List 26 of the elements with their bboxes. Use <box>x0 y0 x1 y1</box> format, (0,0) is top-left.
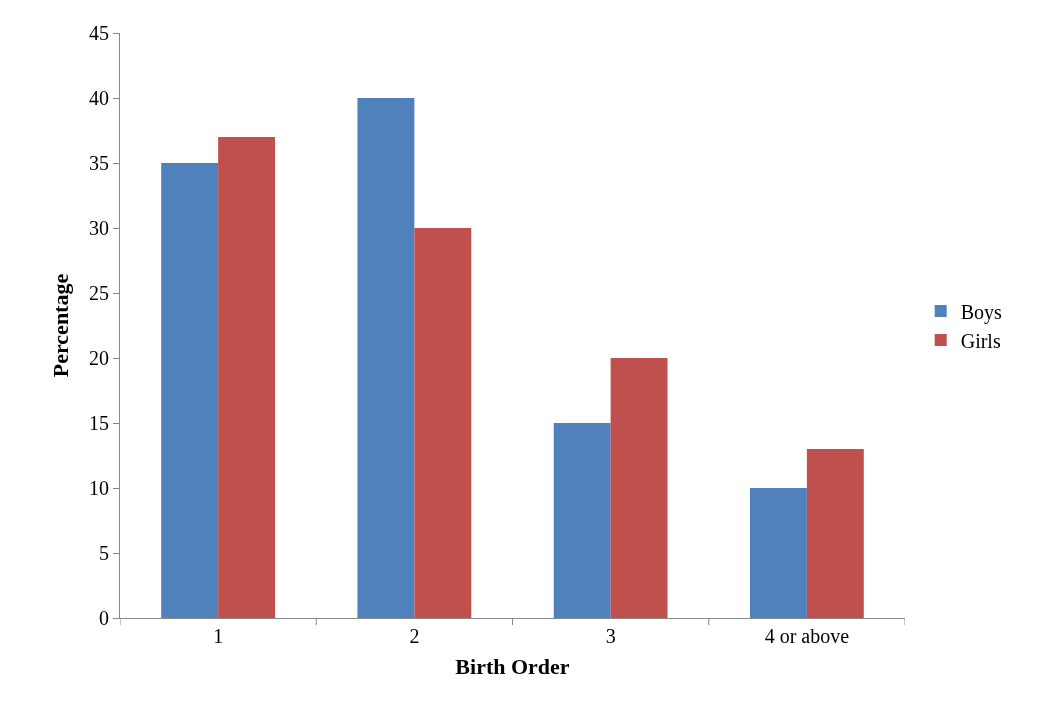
y-tick-label: 0 <box>99 607 109 629</box>
bar <box>553 423 611 618</box>
x-axis-title: Birth Order <box>455 653 570 679</box>
legend-label: Girls <box>960 329 1001 352</box>
bar <box>218 137 276 618</box>
y-tick-label: 45 <box>89 22 109 44</box>
y-tick-label: 10 <box>89 477 109 499</box>
x-tick-label: 4 or above <box>764 625 850 647</box>
bar <box>610 358 668 618</box>
legend-label: Boys <box>960 300 1003 324</box>
y-tick-label: 20 <box>89 347 109 369</box>
y-tick-label: 5 <box>99 542 109 564</box>
bar <box>414 228 472 618</box>
y-tick-label: 15 <box>89 412 109 434</box>
x-tick-label: 3 <box>605 625 616 647</box>
y-tick-label: 40 <box>89 87 109 109</box>
bar <box>749 488 807 618</box>
y-tick-label: 30 <box>89 217 109 239</box>
y-axis-title: Percentage <box>47 273 73 378</box>
bar <box>161 163 219 618</box>
bar <box>806 449 864 618</box>
y-tick-label: 35 <box>89 152 109 174</box>
x-tick-label: 2 <box>409 625 420 647</box>
x-tick-label: 1 <box>213 625 224 647</box>
y-tick-label: 25 <box>89 282 109 304</box>
bar <box>357 98 415 618</box>
